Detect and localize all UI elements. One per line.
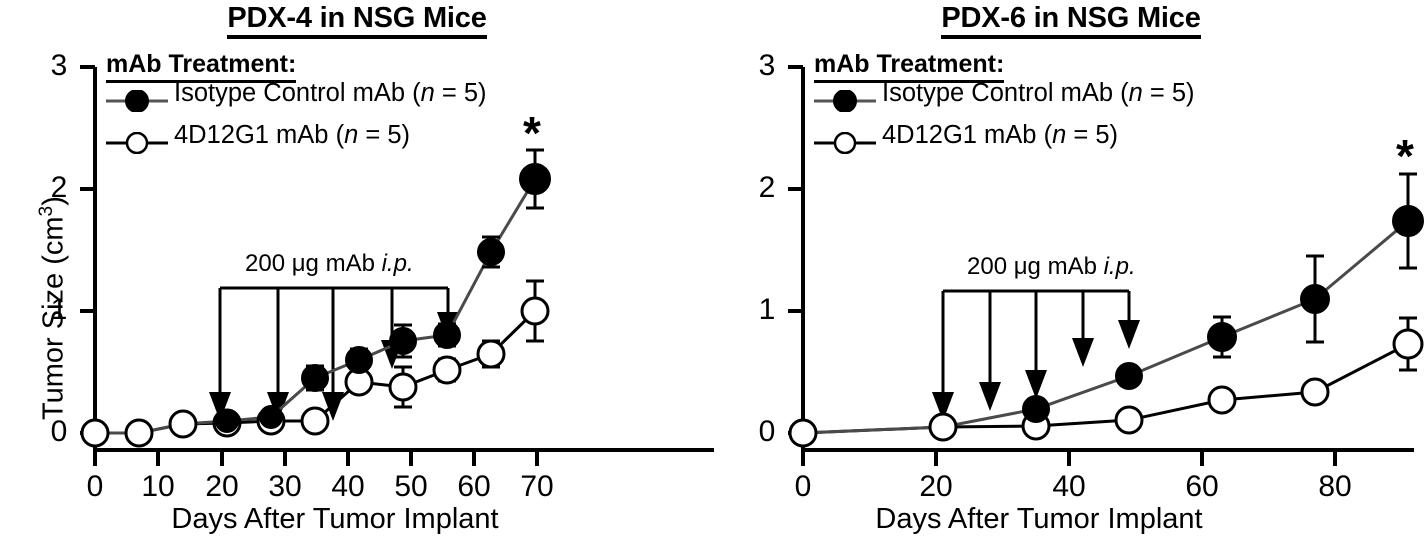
x-tick-label-20: 20	[919, 470, 953, 503]
treatment-annotation-pdx6: 200 μg mAb i.p.	[967, 253, 1136, 280]
legend-label-isotype: Isotype Control mAb (n = 5)	[174, 79, 487, 107]
y-axis-title-suffix: )	[37, 196, 70, 206]
y-tick-label-3: 3	[50, 49, 68, 82]
x-tick-label-0: 0	[794, 470, 812, 503]
legend-marker-open-circle	[814, 132, 876, 154]
x-tick-label-60: 60	[457, 470, 491, 503]
x-tick-label-0: 0	[86, 470, 104, 503]
x-tick-label-10: 10	[141, 470, 175, 503]
treatment-bracket-pdx4	[218, 286, 450, 392]
legend-marker-filled-circle	[106, 90, 168, 112]
x-tick-label-40: 40	[1052, 470, 1086, 503]
y-tick-label-1: 1	[50, 293, 68, 326]
treatment-bracket-pdx6	[941, 289, 1131, 392]
panel-title-pdx4: PDX-4 in NSG Mice	[0, 2, 714, 40]
legend-marker-open-circle	[106, 132, 168, 154]
x-tick-label-40: 40	[331, 470, 365, 503]
significance-asterisk-pdx4: *	[523, 107, 541, 159]
legend-label-isotype: Isotype Control mAb (n = 5)	[882, 79, 1195, 107]
panel-title-pdx6: PDX-6 in NSG Mice	[714, 2, 1428, 40]
y-tick-label-0: 0	[50, 415, 68, 448]
y-tick-label-2: 2	[758, 171, 776, 204]
legend-title: mAb Treatment:	[106, 50, 297, 83]
treatment-arrowheads-pdx6	[932, 320, 1140, 421]
y-axis-title-superscript: 3	[36, 205, 57, 217]
y-tick-label-0: 0	[758, 415, 776, 448]
y-axis-title: Tumor Size (cm3)	[36, 196, 71, 420]
axes-pdx4	[80, 65, 714, 466]
legend-marker-filled-circle	[814, 90, 876, 112]
legend-label-4d12g1: 4D12G1 mAb (n = 5)	[882, 121, 1119, 149]
x-tick-label-70: 70	[520, 470, 554, 503]
panel-title-text: PDX-4 in NSG Mice	[227, 3, 487, 40]
y-tick-label-3: 3	[758, 49, 776, 82]
significance-asterisk-pdx6: *	[1396, 130, 1414, 182]
x-tick-label-20: 20	[205, 470, 239, 503]
legend-pdx6: mAb Treatment:	[814, 50, 1005, 83]
plot-canvas-pdx4	[80, 65, 714, 466]
x-tick-label-50: 50	[394, 470, 428, 503]
treatment-annotation-pdx4: 200 μg mAb i.p.	[245, 250, 414, 277]
legend-label-4d12g1: 4D12G1 mAb (n = 5)	[174, 121, 411, 149]
legend-title: mAb Treatment:	[814, 50, 1005, 83]
markers-isotype-pdx6	[1022, 205, 1424, 423]
panel-pdx6: PDX-6 in NSG Mice	[714, 0, 1428, 543]
x-tick-label-30: 30	[268, 470, 302, 503]
x-axis-title: Days After Tumor Implant	[171, 503, 499, 535]
y-tick-label-1: 1	[758, 293, 776, 326]
x-axis-title: Days After Tumor Implant	[875, 503, 1203, 535]
axes-pdx6	[788, 65, 1414, 466]
y-tick-label-2: 2	[50, 171, 68, 204]
x-tick-label-80: 80	[1318, 470, 1352, 503]
panel-pdx4: PDX-4 in NSG Mice	[0, 2, 714, 535]
x-tick-label-60: 60	[1185, 470, 1219, 503]
markers-isotype-pdx4	[215, 163, 551, 433]
y-axis-title-prefix: Tumor Size (cm	[37, 216, 70, 420]
series-line-isotype-pdx4	[95, 178, 537, 435]
error-bars-isotype-pdx6	[1027, 172, 1417, 417]
legend-pdx4: mAb Treatment:	[106, 50, 297, 83]
markers-4d12g1-pdx6	[788, 328, 1424, 448]
plot-canvas-pdx6	[788, 65, 1424, 466]
panel-title-text: PDX-6 in NSG Mice	[941, 3, 1201, 40]
